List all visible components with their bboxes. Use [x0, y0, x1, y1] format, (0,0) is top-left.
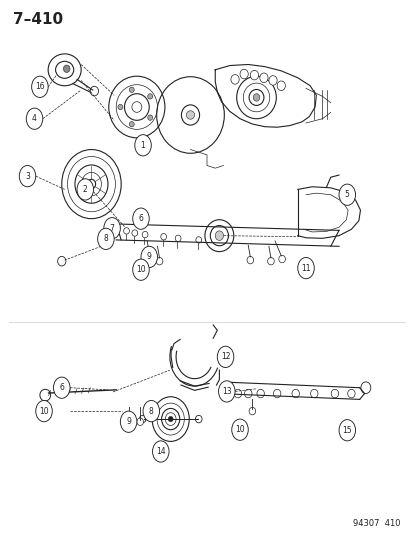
Text: 3: 3	[25, 172, 30, 181]
Circle shape	[133, 208, 149, 229]
Text: 8: 8	[149, 407, 153, 416]
Text: 12: 12	[220, 352, 230, 361]
Text: 7–410: 7–410	[13, 12, 63, 27]
Circle shape	[36, 400, 52, 422]
Ellipse shape	[291, 389, 299, 398]
Circle shape	[231, 419, 248, 440]
Circle shape	[133, 259, 149, 280]
Ellipse shape	[249, 407, 255, 415]
Text: 6: 6	[138, 214, 143, 223]
Ellipse shape	[129, 122, 134, 127]
Circle shape	[26, 108, 43, 130]
Ellipse shape	[253, 94, 259, 101]
Ellipse shape	[276, 81, 285, 91]
Ellipse shape	[278, 255, 285, 263]
Ellipse shape	[234, 389, 241, 398]
Ellipse shape	[139, 415, 145, 423]
Ellipse shape	[40, 389, 50, 401]
Text: 94307  410: 94307 410	[353, 519, 400, 528]
Ellipse shape	[256, 389, 264, 398]
Ellipse shape	[147, 115, 152, 120]
Text: 9: 9	[147, 253, 151, 261]
Ellipse shape	[267, 257, 273, 265]
Ellipse shape	[259, 73, 268, 83]
Ellipse shape	[118, 104, 123, 110]
Text: 11: 11	[301, 264, 310, 272]
Circle shape	[97, 228, 114, 249]
Text: 9: 9	[126, 417, 131, 426]
Text: 14: 14	[156, 447, 165, 456]
Ellipse shape	[268, 76, 276, 85]
Circle shape	[104, 217, 120, 239]
Ellipse shape	[244, 389, 252, 398]
Circle shape	[53, 377, 70, 398]
Text: 6: 6	[59, 383, 64, 392]
Text: 15: 15	[342, 426, 351, 435]
Ellipse shape	[168, 416, 173, 422]
Text: 7: 7	[109, 224, 114, 233]
Circle shape	[152, 441, 169, 462]
Text: 5: 5	[344, 190, 349, 199]
Ellipse shape	[240, 69, 248, 79]
Ellipse shape	[310, 389, 317, 398]
Ellipse shape	[57, 256, 66, 266]
Ellipse shape	[147, 94, 152, 99]
Circle shape	[338, 419, 355, 441]
Circle shape	[338, 184, 355, 205]
Ellipse shape	[156, 257, 162, 265]
Ellipse shape	[215, 231, 223, 240]
Ellipse shape	[195, 415, 202, 423]
Ellipse shape	[137, 418, 143, 425]
Ellipse shape	[273, 389, 280, 398]
Text: 16: 16	[35, 82, 45, 91]
Ellipse shape	[250, 70, 258, 80]
Ellipse shape	[142, 231, 147, 238]
Circle shape	[120, 411, 137, 432]
Text: 1: 1	[140, 141, 145, 150]
Text: 10: 10	[39, 407, 49, 416]
Circle shape	[31, 76, 48, 98]
Ellipse shape	[123, 228, 129, 234]
Ellipse shape	[230, 75, 239, 84]
Circle shape	[218, 381, 235, 402]
Ellipse shape	[186, 111, 194, 119]
Circle shape	[135, 135, 151, 156]
Text: 10: 10	[235, 425, 244, 434]
Ellipse shape	[145, 252, 152, 260]
Circle shape	[19, 165, 36, 187]
Ellipse shape	[175, 235, 180, 241]
Ellipse shape	[330, 389, 338, 398]
Ellipse shape	[195, 237, 201, 243]
Ellipse shape	[347, 389, 354, 398]
Ellipse shape	[160, 233, 166, 240]
Ellipse shape	[90, 86, 98, 96]
Ellipse shape	[129, 87, 134, 93]
Text: 2: 2	[83, 185, 88, 194]
Ellipse shape	[247, 256, 253, 264]
Circle shape	[143, 400, 159, 422]
Circle shape	[77, 179, 93, 200]
Text: 13: 13	[221, 387, 231, 396]
Text: 4: 4	[32, 114, 37, 123]
Text: 10: 10	[136, 265, 145, 274]
Ellipse shape	[132, 230, 138, 236]
Circle shape	[297, 257, 313, 279]
Circle shape	[141, 246, 157, 268]
Text: 8: 8	[103, 235, 108, 244]
Ellipse shape	[125, 418, 132, 425]
Ellipse shape	[63, 65, 70, 72]
Circle shape	[217, 346, 233, 368]
